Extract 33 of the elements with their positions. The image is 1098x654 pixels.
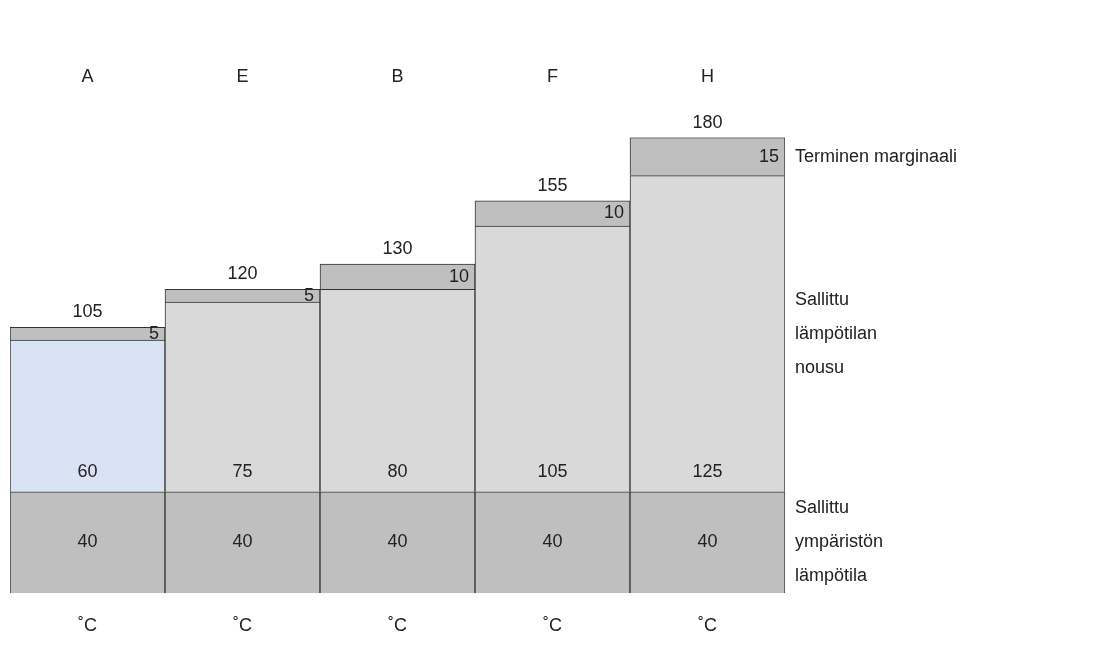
text: ˚C — [78, 614, 97, 635]
data-label: 75 — [232, 460, 253, 481]
data-label: 125 — [692, 460, 723, 481]
x-tick-label: A — [81, 65, 94, 86]
data-label: 105 — [537, 460, 568, 481]
data-label: 40 — [77, 531, 98, 552]
x-tick-label: F — [547, 65, 558, 86]
data-label: 40 — [232, 531, 253, 552]
data-label: 5 — [303, 284, 314, 305]
x-tick-label: B — [391, 65, 404, 86]
text: ˚C — [233, 614, 252, 635]
series-label: Terminen marginaali — [795, 145, 958, 166]
total-label: 180 — [692, 111, 723, 132]
data-label: 5 — [148, 322, 159, 343]
data-label: 40 — [697, 531, 718, 552]
data-label: 40 — [387, 531, 408, 552]
data-label: 10 — [448, 265, 469, 286]
text: ˚C — [698, 614, 717, 635]
total-label: 130 — [382, 238, 413, 259]
data-label: 80 — [387, 460, 408, 481]
data-label: 60 — [77, 460, 98, 481]
data-label: 40 — [542, 531, 563, 552]
data-label: 15 — [758, 145, 779, 166]
data-label: 10 — [603, 202, 624, 223]
total-label: 105 — [72, 301, 103, 322]
x-tick-label: H — [701, 65, 714, 86]
total-label: 155 — [537, 174, 568, 195]
text: ˚C — [388, 614, 407, 635]
total-label: 120 — [227, 263, 258, 284]
series-label: Sallittu lämpötilan nousu — [795, 288, 878, 377]
series-label: Sallittu ympäristön lämpötila — [795, 497, 884, 586]
x-tick-label: E — [236, 65, 249, 86]
text: ˚C — [543, 614, 562, 635]
